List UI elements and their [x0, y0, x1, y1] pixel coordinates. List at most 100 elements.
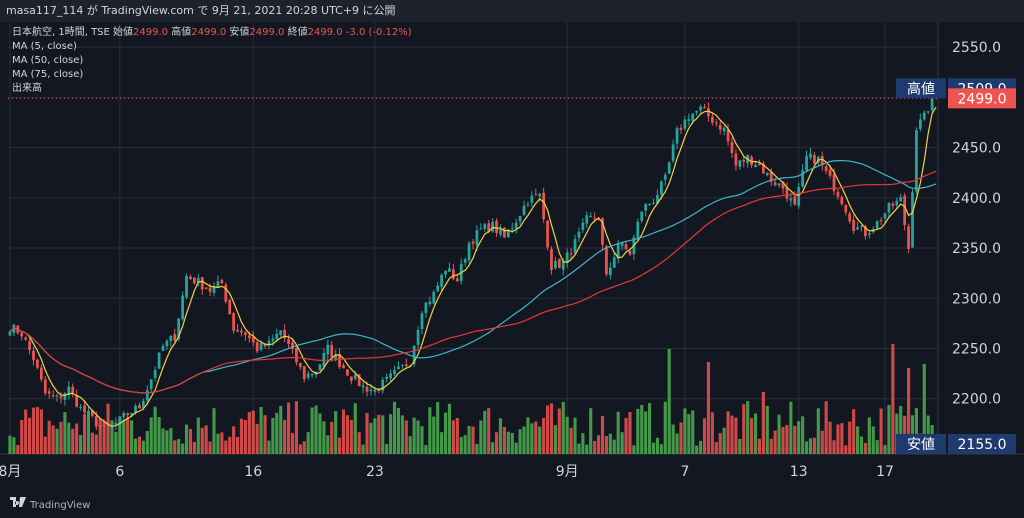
candle-body: [114, 423, 118, 425]
volume-bar: [283, 419, 287, 454]
candle-body: [895, 200, 899, 206]
volume-bar: [471, 426, 475, 454]
candle-body: [87, 411, 90, 413]
volume-bar: [593, 440, 597, 454]
legend-volume[interactable]: 出来高: [12, 83, 42, 94]
volume-bar: [412, 417, 416, 454]
candle-body: [271, 338, 275, 342]
volume-bar: [726, 411, 730, 454]
candle-body: [157, 352, 161, 369]
volume-bar: [848, 421, 852, 454]
volume-bar: [663, 401, 667, 454]
volume-bar: [585, 444, 589, 454]
candle-body: [503, 227, 506, 238]
candle-body: [577, 231, 581, 238]
candle-body: [247, 335, 251, 339]
volume-bar: [318, 413, 322, 454]
candle-body: [573, 239, 577, 253]
candle-body: [581, 222, 585, 230]
candle-body: [94, 416, 98, 427]
footer-bar: TradingView: [0, 493, 1024, 517]
volume-bar: [408, 436, 412, 454]
candle-body: [393, 370, 396, 375]
legend-ma5[interactable]: MA (5, close): [12, 41, 77, 52]
volume-bar: [47, 420, 51, 454]
candle-body: [467, 243, 471, 261]
legend-open: 2499.0: [133, 27, 169, 38]
y-tick-label: 2200.0: [952, 392, 1001, 408]
volume-bar: [71, 428, 75, 454]
candle-body: [479, 228, 483, 230]
volume-bar: [840, 423, 844, 454]
x-tick-label: 6: [115, 464, 124, 480]
candle-body: [899, 197, 903, 202]
low-tag-label: 安値: [907, 437, 935, 453]
candle-body: [353, 375, 357, 380]
candle-body: [283, 329, 287, 339]
volume-bar: [459, 437, 463, 454]
volume-bar: [907, 368, 911, 454]
candle-body: [279, 330, 283, 336]
tradingview-logo-icon[interactable]: [10, 493, 26, 517]
volume-bar: [597, 435, 601, 454]
volume-bar: [542, 417, 546, 454]
volume-bar: [157, 417, 161, 454]
candle-body: [196, 278, 200, 283]
candle-body: [510, 228, 514, 230]
candle-body: [110, 424, 114, 427]
candle-body: [189, 276, 192, 279]
candle-body: [440, 274, 443, 287]
x-tick-label: 16: [244, 464, 262, 480]
candle-body: [518, 216, 522, 222]
volume-bar: [263, 415, 267, 454]
candle-body: [251, 336, 255, 343]
candle-body: [346, 369, 349, 376]
candle-body: [310, 374, 314, 376]
y-tick-label: 2250.0: [952, 342, 1001, 358]
candle-body: [71, 386, 75, 394]
candle-body: [244, 332, 247, 336]
candle-body: [275, 333, 279, 339]
candle-body: [918, 119, 922, 129]
volume-bar: [314, 405, 318, 454]
candle-body: [134, 405, 137, 413]
candle-body: [903, 195, 907, 225]
volume-bar: [290, 432, 295, 454]
volume-bar: [255, 423, 259, 454]
volume-bar: [797, 421, 801, 454]
candle-body: [675, 128, 679, 144]
candle-body: [883, 213, 887, 219]
footer-brand[interactable]: TradingView: [30, 500, 91, 511]
volume-bar: [294, 401, 298, 454]
volume-bar: [118, 418, 122, 454]
candle-body: [169, 336, 173, 341]
candle-body: [373, 389, 377, 392]
candle-body: [565, 252, 569, 263]
y-tick-label: 2400.0: [952, 191, 1001, 207]
candle-body: [216, 281, 220, 288]
volume-bar: [259, 406, 263, 454]
volume-bar: [251, 410, 255, 454]
price-chart[interactable]: 2550.02500.02450.02400.02350.02300.02250…: [0, 22, 1024, 493]
candle-body: [28, 341, 31, 350]
candle-body: [542, 192, 546, 220]
candle-body: [722, 127, 726, 132]
volume-bar: [267, 440, 271, 454]
volume-bar: [224, 440, 228, 454]
candle-body: [801, 170, 804, 187]
volume-bar: [275, 412, 279, 454]
candle-body: [397, 366, 400, 370]
candle-body: [695, 110, 699, 113]
candle-body: [463, 259, 467, 263]
volume-bar: [801, 416, 805, 454]
volume-bar: [181, 443, 185, 454]
legend-ma50[interactable]: MA (50, close): [12, 55, 84, 66]
volume-bar: [416, 420, 420, 454]
volume-bar: [573, 417, 577, 454]
legend-ma75[interactable]: MA (75, close): [12, 69, 84, 80]
volume-bar: [161, 428, 165, 454]
candle-body: [295, 347, 298, 363]
candle-body: [75, 395, 79, 407]
volume-bar: [192, 441, 196, 454]
volume-bar: [357, 432, 361, 454]
